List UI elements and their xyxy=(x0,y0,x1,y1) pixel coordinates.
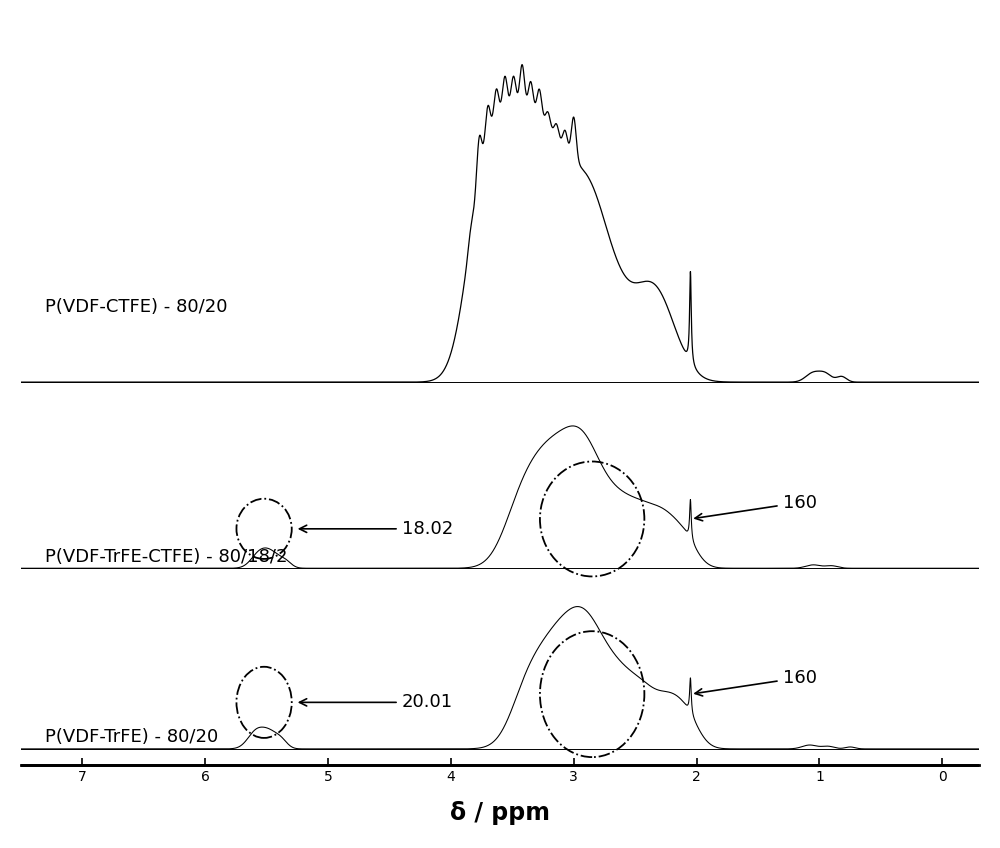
Text: P(VDF-CTFE) - 80/20: P(VDF-CTFE) - 80/20 xyxy=(45,298,228,316)
Text: 18.02: 18.02 xyxy=(299,520,453,538)
X-axis label: δ / ppm: δ / ppm xyxy=(450,801,550,825)
Text: P(VDF-TrFE-CTFE) - 80/18/2: P(VDF-TrFE-CTFE) - 80/18/2 xyxy=(45,548,288,566)
Text: P(VDF-TrFE) - 80/20: P(VDF-TrFE) - 80/20 xyxy=(45,728,219,746)
Text: 160: 160 xyxy=(695,669,817,696)
Text: 160: 160 xyxy=(695,494,817,521)
Text: 20.01: 20.01 xyxy=(299,694,453,711)
